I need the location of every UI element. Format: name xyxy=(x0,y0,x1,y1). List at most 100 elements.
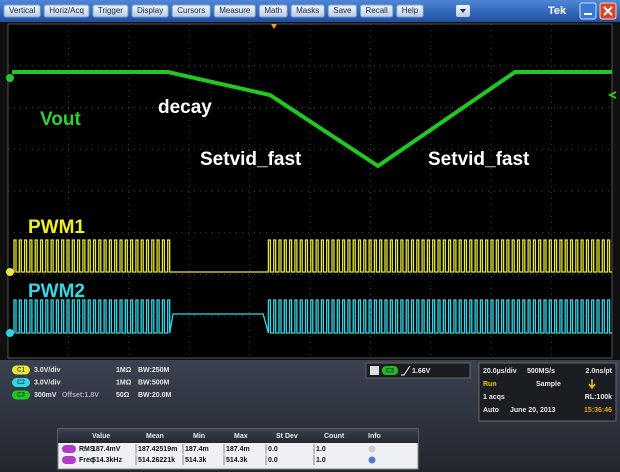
channel-bandwidth: BW:20.0M xyxy=(138,392,171,399)
trigger-level: 1.66V xyxy=(412,368,431,375)
trigger-slope-icon xyxy=(401,365,411,376)
trigger-position-marker xyxy=(271,24,277,29)
resolution: 2.0ns/pt xyxy=(586,368,613,375)
menu-label: Recall xyxy=(366,6,388,15)
measurement-header-row xyxy=(58,429,418,443)
measurement-cell: 514.3kHz xyxy=(92,457,122,464)
menu-button[interactable] xyxy=(396,4,424,18)
menu-button[interactable] xyxy=(171,4,211,18)
channel-offset: Offset:1.8V xyxy=(62,392,99,399)
measurement-header: Mean xyxy=(146,433,164,440)
decay-label: decay xyxy=(158,97,212,118)
measurement-cell: 514.26221k xyxy=(138,457,175,464)
menu-more-icon xyxy=(460,9,466,13)
channel-scale: 3.0V/div xyxy=(34,367,61,374)
menu-button[interactable] xyxy=(3,4,41,18)
trigger-source-badge xyxy=(382,366,398,375)
channel-label: C1 xyxy=(17,368,25,374)
pwm1-trace xyxy=(12,239,612,273)
measurement-cell: 0.0 xyxy=(268,446,278,453)
vout-trace xyxy=(12,70,612,169)
measurement-cell: 187.4mV xyxy=(92,446,121,453)
channel-label: C3 xyxy=(17,393,25,399)
trigger-level-marker xyxy=(607,91,617,99)
measurement-header: Info xyxy=(368,433,381,440)
measurement-cell: 1.0 xyxy=(316,446,326,453)
measurement-cell: 514.3k xyxy=(226,457,248,464)
acquisition-box[interactable] xyxy=(478,362,617,422)
measurement-header: St Dev xyxy=(276,433,298,440)
menu-button[interactable] xyxy=(290,4,325,18)
menu-label: Horiz/Acq xyxy=(49,6,84,15)
trigger-icon xyxy=(370,366,379,375)
pwm1-label: PWM1 xyxy=(28,217,85,238)
info-icon[interactable] xyxy=(368,445,376,453)
measurement-header: Min xyxy=(193,433,205,440)
menu-label: Help xyxy=(402,6,419,15)
channel-bandwidth: BW:250M xyxy=(138,367,170,374)
sample-rate: 500MS/s xyxy=(527,368,555,375)
measurement-cell: 0.0 xyxy=(268,457,278,464)
acq-mode: Sample xyxy=(536,381,561,388)
menu-label: Measure xyxy=(219,6,251,15)
channel-badge[interactable] xyxy=(12,390,30,400)
channel-badge[interactable] xyxy=(12,365,30,375)
measurement-header: Max xyxy=(234,433,248,440)
measurement-cell: 1.0 xyxy=(316,457,326,464)
vout-label: Vout xyxy=(40,109,81,130)
record-length: RL:100k xyxy=(585,394,612,401)
c2-ground-marker xyxy=(6,329,14,337)
trigger-mode: Auto xyxy=(483,407,499,414)
date: June 20, 2013 xyxy=(510,407,556,414)
measurements: Value Mean Min Max St Dev Count Info RMS187.4mV… xyxy=(62,433,381,465)
setvid-left-label: Setvid_fast xyxy=(200,149,302,170)
time: 15:36:46 xyxy=(584,407,612,414)
measurement-header: Value xyxy=(92,433,110,440)
channel-scale: 3.0V/div xyxy=(34,379,61,386)
c3-ground-marker xyxy=(6,74,14,82)
menu-button[interactable] xyxy=(213,4,256,18)
menu-button[interactable] xyxy=(131,4,169,18)
brand: Tek xyxy=(548,5,567,17)
channel-impedance: 1MΩ xyxy=(116,379,132,386)
menu-label: Cursors xyxy=(177,6,205,15)
pwm2-label: PWM2 xyxy=(28,281,85,302)
menu-label: Trigger xyxy=(98,6,123,15)
minimize-icon xyxy=(584,13,592,15)
menu-label: Vertical xyxy=(9,6,35,15)
channel-scale: 300mV xyxy=(34,392,57,399)
acq-count: 1 acqs xyxy=(483,394,505,401)
channel-bandwidth: BW:500M xyxy=(138,379,170,386)
menu-label: Save xyxy=(333,6,352,15)
channel-impedance: 1MΩ xyxy=(116,367,132,374)
trigger-source: C3 xyxy=(386,369,394,375)
close-icon xyxy=(603,6,613,16)
menu: Vertical Horiz/Acq Trigger Display Cursors Me… xyxy=(3,4,424,18)
channel-label: C2 xyxy=(17,380,25,386)
measurement-cell: 187.4m xyxy=(226,446,250,453)
graticule xyxy=(7,23,613,359)
c1-ground-marker xyxy=(6,268,14,276)
timebase: 20.0µs/div xyxy=(483,368,517,375)
info-icon[interactable] xyxy=(368,456,376,464)
menu-label: Display xyxy=(137,6,163,15)
setvid-right-label: Setvid_fast xyxy=(428,149,530,170)
channel-badge[interactable] xyxy=(12,378,30,387)
measurement-cell: 187.4m xyxy=(185,446,209,453)
menu-button[interactable] xyxy=(360,4,394,18)
trigger-indicator xyxy=(588,379,596,390)
menu-button[interactable] xyxy=(327,4,357,18)
run-state: Run xyxy=(483,381,497,388)
minimize-button[interactable] xyxy=(579,2,597,20)
measurement-cell: 187.42519m xyxy=(138,446,177,453)
measurement-cell: 514.3k xyxy=(185,457,207,464)
menu-label: Masks xyxy=(296,6,319,15)
pwm2-trace xyxy=(12,299,612,334)
measurement-cell: Freq xyxy=(79,457,94,464)
measurement-cell: RMS xyxy=(79,446,95,453)
menu-button[interactable] xyxy=(92,4,129,18)
menu-button[interactable] xyxy=(258,4,288,18)
channel-settings: C1 3.0V/div 1MΩ BW:250M C2 3.0V/div 1MΩ BW:500M… xyxy=(12,365,171,400)
menu-button[interactable] xyxy=(43,4,90,18)
